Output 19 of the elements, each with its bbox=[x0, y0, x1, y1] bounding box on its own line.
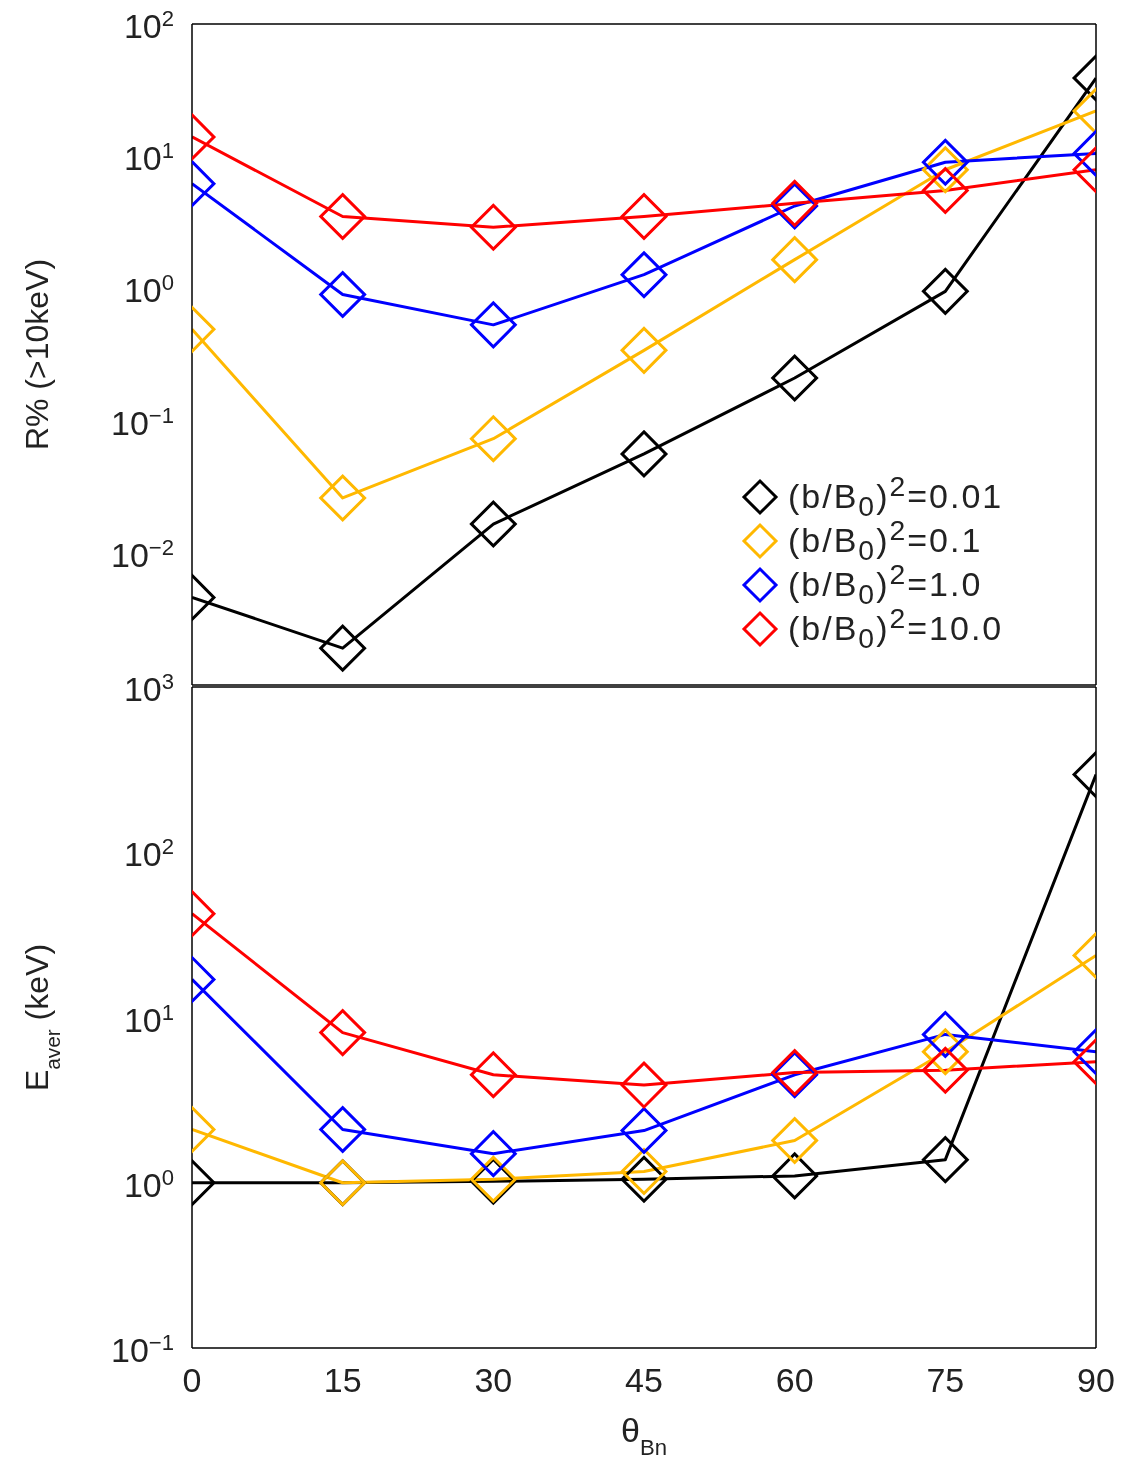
x-tick-label: 0 bbox=[182, 1361, 202, 1399]
x-tick-label: 60 bbox=[775, 1361, 814, 1399]
x-tick-label: 45 bbox=[625, 1361, 663, 1399]
y-tick-label: 10$^{1}$ bbox=[123, 137, 174, 178]
y-tick-label: 10$^{0}$ bbox=[123, 269, 174, 310]
y-tick-label: 10$^{−1}$ bbox=[110, 402, 174, 442]
y-tick-label: 10$^{0}$ bbox=[123, 1164, 174, 1204]
y-tick-label: 10$^{3}$ bbox=[123, 668, 174, 708]
y-axis-title: R% (>10keV) bbox=[19, 258, 55, 451]
y-tick-label: 10$^{−2}$ bbox=[110, 534, 174, 574]
x-tick-label: 90 bbox=[1077, 1361, 1115, 1399]
y-tick-label: 10$^{2}$ bbox=[123, 5, 174, 45]
y-tick-label: 10$^{−1}$ bbox=[110, 1329, 174, 1369]
x-tick-label: 75 bbox=[926, 1361, 965, 1399]
x-tick-label: 30 bbox=[474, 1361, 513, 1399]
x-tick-label: 15 bbox=[323, 1361, 362, 1399]
y-tick-label: 10$^{2}$ bbox=[123, 833, 174, 874]
x-axis-title: θ$_{Bn}$ bbox=[621, 1411, 667, 1460]
y-tick-label: 10$^{1}$ bbox=[123, 999, 174, 1039]
